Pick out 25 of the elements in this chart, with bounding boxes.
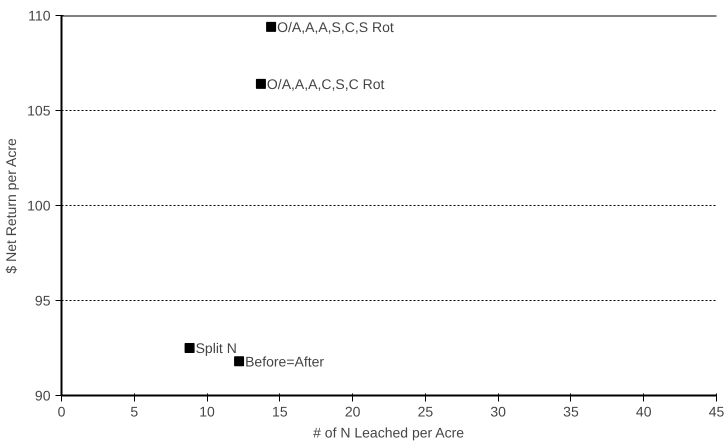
y-tick-label: 105: [27, 102, 51, 118]
point: [184, 343, 195, 353]
x-tick-label: 25: [418, 404, 434, 420]
y-axis-title: $ Net Return per Acre: [3, 138, 20, 274]
x-tick-label: 10: [199, 404, 216, 420]
y-tick-label: 90: [34, 388, 51, 404]
y-tick-label: 100: [27, 198, 51, 214]
point: [266, 22, 276, 32]
annotation: Before=After: [245, 353, 324, 370]
x-tick-label: 0: [58, 404, 66, 420]
x-tick-label: 5: [130, 404, 138, 420]
annotation: O/A,A,A,S,C,S Rot: [277, 18, 394, 35]
x-tick-label: 40: [636, 404, 652, 420]
x-axis-title: # of N Leached per Acre: [313, 424, 464, 440]
x-tick-label: 45: [708, 404, 724, 420]
x-tick-label: 35: [563, 404, 579, 420]
point: [234, 356, 244, 366]
y-tick-label: 95: [34, 292, 51, 308]
x-tick-label: 15: [272, 404, 288, 420]
annotation: Split N: [196, 340, 237, 356]
x-tick-label: 20: [344, 404, 361, 420]
y-tick-label: 110: [28, 8, 51, 24]
point: [256, 78, 266, 89]
annotation: O/A,A,A,C,S,C Rot: [266, 76, 384, 92]
x-tick-label: 30: [490, 404, 506, 420]
